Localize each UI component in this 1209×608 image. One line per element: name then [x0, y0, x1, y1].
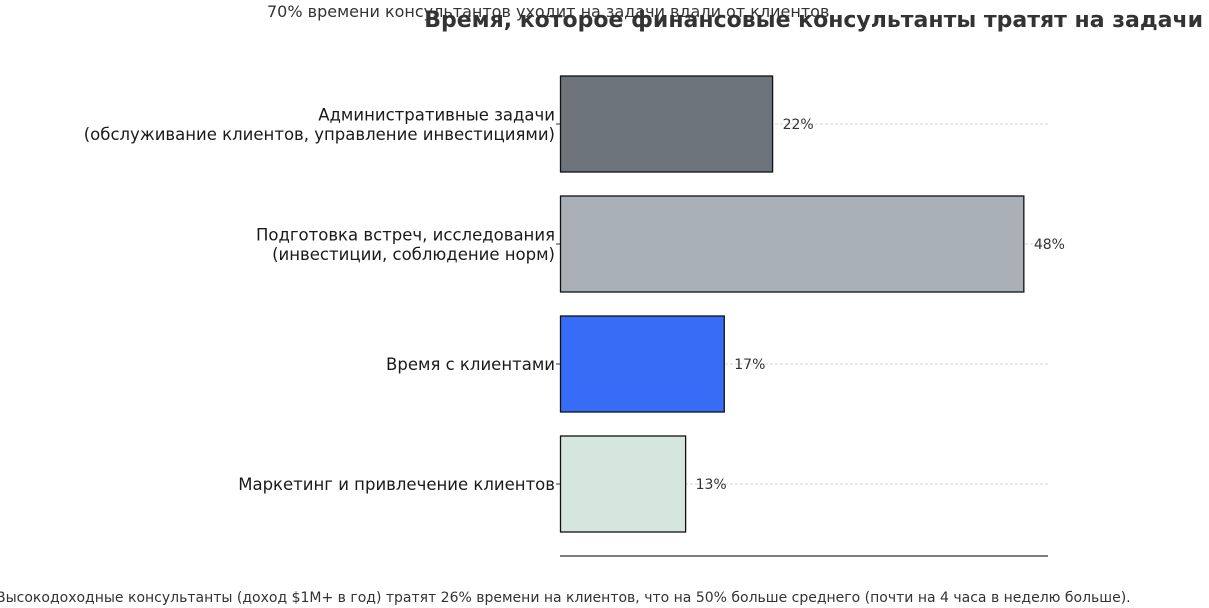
data-label: 48% — [1034, 237, 1065, 253]
y-tick-label: Подготовка встреч, исследования (инвестиц… — [256, 225, 555, 264]
y-tick-label-line: Подготовка встреч, исследования — [256, 225, 555, 244]
y-tick-label-line: Административные задачи — [318, 105, 555, 124]
y-tick-label-line: (инвестиции, соблюдение норм) — [272, 245, 555, 264]
data-label: 22% — [783, 117, 814, 133]
chart-title: Время, которое финансовые консультанты т… — [424, 8, 1203, 33]
category-labels: Административные задачи (обслуживание кли… — [84, 105, 555, 494]
bar — [559, 195, 1025, 293]
bar — [559, 315, 725, 413]
y-tick-label: Время с клиентами — [386, 355, 555, 374]
chart-footnote: Высокодоходные консультанты (доход $1M+ … — [0, 590, 1131, 606]
data-label: 13% — [696, 477, 727, 493]
y-tick-label: Маркетинг и привлечение клиентов — [238, 475, 555, 494]
bar — [559, 435, 687, 533]
data-label: 17% — [734, 357, 765, 373]
bar — [559, 75, 774, 173]
y-tick-label-line: Время с клиентами — [386, 355, 555, 374]
y-tick-label: Административные задачи (обслуживание кли… — [84, 105, 555, 144]
value-labels: 22% 48% 17% 13% — [696, 117, 1065, 493]
chart-subtitle: 70% времени консультантов уходит на зада… — [267, 2, 829, 21]
y-tick-label-line: Маркетинг и привлечение клиентов — [238, 475, 555, 494]
bars — [559, 75, 1025, 533]
grid-lines — [556, 123, 1048, 485]
y-tick-label-line: (обслуживание клиентов, управление инвес… — [84, 125, 555, 144]
